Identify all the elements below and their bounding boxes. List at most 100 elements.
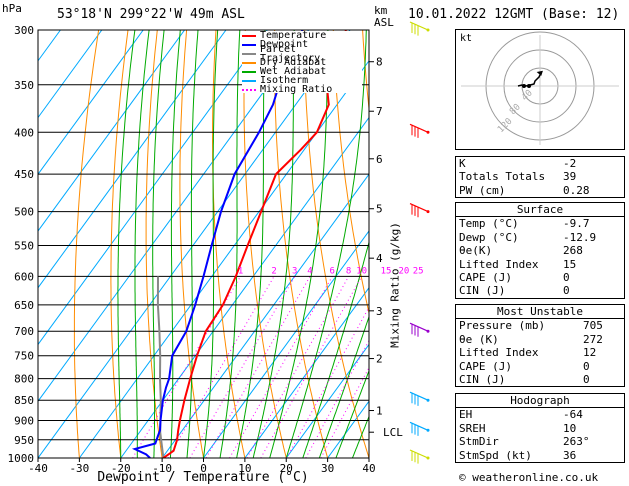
- km-tick-label: 7: [376, 105, 383, 118]
- mixing-ratio-line: [167, 276, 275, 458]
- temp-tick-label: -40: [28, 462, 48, 475]
- mu-thetae-label: θe (K): [459, 332, 499, 346]
- mu-cin-label: CIN (J): [459, 373, 506, 387]
- legend-label: Parcel Trajectory: [259, 43, 321, 64]
- stmspd-value: 36: [563, 448, 577, 462]
- km-unit-label: km: [374, 4, 388, 17]
- isotherm-line: [285, 343, 369, 458]
- pw-value: 0.28: [563, 183, 590, 197]
- wind-barb-dot: [426, 130, 430, 134]
- km-tick-label: 6: [376, 153, 383, 166]
- mixing-ratio-label: 15: [381, 266, 392, 276]
- mixing-ratio-label: 10: [356, 266, 367, 276]
- wind-barb: [409, 421, 429, 431]
- pressure-tick-label: 850: [14, 394, 34, 407]
- mixing-ratio-label: 8: [346, 266, 351, 276]
- legend-swatch: [242, 43, 256, 46]
- wind-barb: [409, 203, 429, 213]
- x-axis-title: Dewpoint / Temperature (°C): [97, 470, 309, 485]
- wind-barb-dot: [426, 28, 430, 32]
- mixing-ratio-line: [205, 276, 311, 458]
- pressure-tick-label: 400: [14, 126, 34, 139]
- dry-adiabat: [362, 30, 369, 114]
- pressure-tick-label: 350: [14, 79, 34, 92]
- surface-li-label: Lifted Index: [459, 257, 539, 271]
- isotherm-line: [38, 30, 185, 232]
- mixing-ratio-label: 1: [238, 266, 243, 276]
- indices-table: K -2 Totals Totals 39 PW (cm) 0.28: [455, 156, 625, 199]
- stmspd-label: StmSpd (kt): [459, 448, 532, 462]
- km-tick-label: 4: [376, 252, 383, 265]
- wet-adiabat: [152, 30, 165, 458]
- pressure-tick-label: 600: [14, 270, 34, 283]
- totals-value: 39: [563, 170, 577, 184]
- surface-thetae-label: θe(K): [459, 244, 493, 258]
- stmdir-label: StmDir: [459, 435, 499, 449]
- legend-label: Isotherm: [260, 75, 309, 86]
- wind-barb: [409, 449, 429, 459]
- surface-cin-label: CIN (J): [459, 284, 506, 298]
- legend-item: Wet Adiabat: [242, 67, 362, 77]
- stmdir-value: 263°: [563, 435, 590, 449]
- temp-tick-label: -20: [111, 462, 131, 475]
- legend-item: Temperature: [242, 30, 362, 41]
- km-tick-label: 2: [376, 353, 383, 366]
- mu-pressure-value: 705: [583, 319, 603, 333]
- mixing-ratio-line: [189, 276, 296, 458]
- lcl-label: LCL: [383, 426, 403, 439]
- wind-barb-dot: [426, 329, 430, 333]
- eh-label: EH: [459, 408, 473, 422]
- mixing-ratio-line: [246, 276, 350, 458]
- legend-label: Temperature: [260, 30, 327, 41]
- surface-dewp-value: -12.9: [563, 230, 597, 244]
- legend-swatch: [242, 34, 256, 37]
- wind-barb-dot: [426, 428, 430, 432]
- hpa-unit-label: hPa: [2, 2, 22, 15]
- isotherm-line: [38, 30, 103, 119]
- hodograph-table: Hodograph EH -64 SREH 10 StmDir 263° StmSpd…: [455, 393, 625, 464]
- temp-tick-label: 10: [238, 462, 251, 475]
- mixing-ratio-line: [286, 306, 369, 458]
- legend-swatch: [242, 88, 256, 91]
- pressure-tick-label: 500: [14, 206, 34, 219]
- mixing-ratio-line: [229, 276, 333, 458]
- surface-cin-value: 0: [563, 284, 570, 298]
- k-index-label: K: [459, 157, 466, 170]
- pressure-tick-label: 550: [14, 239, 34, 252]
- pressure-tick-label: 300: [14, 24, 34, 37]
- legend-label: Dry Adiabat: [260, 57, 327, 68]
- hodograph-point: [527, 84, 531, 88]
- legend-label: Dewpoint: [260, 39, 309, 50]
- mu-cape-value: 0: [583, 359, 590, 373]
- wet-adiabat: [335, 369, 369, 458]
- temp-tick-label: 20: [280, 462, 293, 475]
- pressure-tick-label: 1000: [8, 452, 35, 465]
- isotherm-line: [244, 286, 369, 458]
- km-tick-label: 5: [376, 203, 383, 216]
- wet-adiabat: [318, 315, 369, 458]
- km-tick-label: 8: [376, 56, 383, 69]
- surface-dewp-label: Dewp (°C): [459, 230, 519, 244]
- legend-label: Mixing Ratio: [260, 84, 333, 95]
- wind-barb: [409, 322, 429, 332]
- totals-label: Totals Totals: [459, 170, 546, 184]
- isotherm-line: [203, 230, 369, 458]
- surface-li-value: 15: [563, 257, 577, 271]
- hodograph-unit: kt: [460, 33, 472, 44]
- surface-cape-label: CAPE (J): [459, 271, 512, 285]
- mixing-ratio-axis-label: Mixing Ratio (g/kg): [388, 222, 402, 348]
- km-tick-label: 1: [376, 405, 383, 418]
- mu-thetae-value: 272: [583, 332, 603, 346]
- wind-barb: [409, 123, 429, 133]
- hodograph-table-title: Hodograph: [510, 394, 570, 407]
- legend-swatch: [242, 70, 256, 73]
- wind-barb-dot: [426, 210, 430, 214]
- hodograph-point: [522, 84, 526, 88]
- pressure-tick-label: 650: [14, 299, 34, 312]
- legend-swatch: [242, 61, 256, 64]
- dry-adiabat: [73, 30, 100, 458]
- wind-barb-dot: [426, 456, 430, 460]
- most-unstable-title: Most Unstable: [496, 305, 584, 318]
- surface-table: Surface Temp (°C) -9.7 Dewp (°C) -12.9 θe(…: [455, 202, 625, 299]
